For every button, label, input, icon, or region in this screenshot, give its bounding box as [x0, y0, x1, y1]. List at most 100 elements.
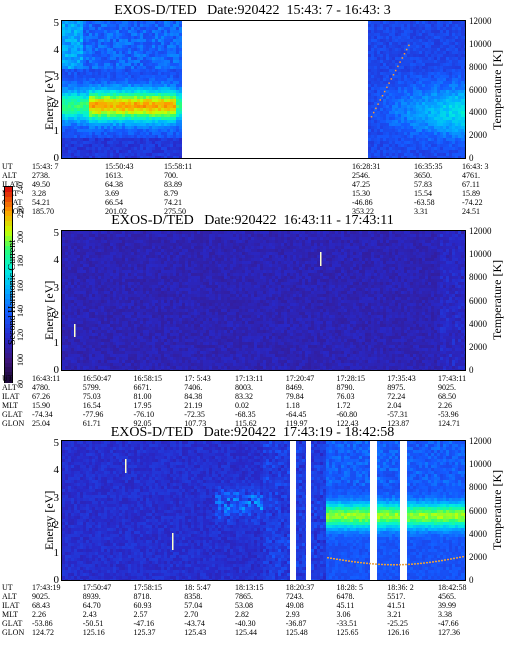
colorbar-segment [5, 230, 12, 237]
y-tick-label: 4 [53, 44, 60, 56]
temperature-point [438, 560, 440, 562]
temperature-point [435, 560, 437, 563]
temperature-point [411, 563, 413, 565]
y-tick-label: 0 [53, 152, 60, 164]
table-cell: 16:43:11 [32, 374, 61, 383]
panel-1-y2label: Temperature [K] [490, 49, 504, 130]
colorbar-segment [5, 362, 12, 369]
table-cell: 127.36 [438, 628, 460, 638]
table-cell: 79.84 [285, 392, 304, 402]
table-row-label: UT [2, 374, 13, 383]
temperature-point [379, 99, 382, 101]
table-cell: -25.25 [387, 619, 408, 629]
table-cell: 17:43:19 [32, 583, 61, 592]
panel-3-plot [61, 440, 466, 581]
table-cell: 2.57 [133, 610, 148, 620]
temperature-point [386, 86, 388, 89]
table-cell: 9025. [438, 383, 456, 393]
temperature-point [390, 564, 392, 566]
table-row-label: MLT [2, 610, 19, 620]
y2-tick-label: 4000 [469, 107, 487, 118]
temperature-point [444, 559, 446, 561]
table-cell: -74.34 [32, 410, 53, 420]
table-cell: -72.35 [184, 410, 205, 420]
temperature-point [327, 557, 329, 559]
table-cell: 72.24 [387, 392, 406, 402]
colorbar-segment [5, 338, 12, 344]
y2-tick-label: 8000 [469, 61, 487, 72]
table-cell: 6671. [133, 383, 152, 393]
temperature-point [336, 558, 338, 560]
spike-mark [74, 324, 76, 337]
temperature-point [357, 561, 359, 564]
table-row-label: GLAT [2, 619, 23, 629]
table-cell: 2.70 [184, 610, 199, 620]
table-row-label: GLON [2, 207, 25, 217]
panel-1-plot [61, 20, 466, 159]
table-cell: -64.45 [285, 410, 307, 420]
table-row-label: GLAT [2, 410, 23, 420]
table-cell: 18:13:15 [235, 583, 264, 592]
table-cell: 16:50:47 [82, 374, 112, 383]
temperature-point [456, 557, 458, 559]
table-cell: 18:28: 5 [336, 583, 363, 592]
table-cell: 17:43:11 [438, 374, 467, 383]
temperature-point [408, 563, 410, 566]
colorbar [4, 186, 13, 383]
temperature-point [396, 564, 398, 566]
panel-2-plot [61, 230, 466, 371]
colorbar-segment [5, 372, 12, 379]
table-row-label: ALT [2, 383, 17, 393]
table-cell: 7406. [184, 383, 203, 393]
data-gap [370, 441, 375, 580]
y-tick-label: 1 [53, 125, 60, 137]
table-cell: 60.93 [133, 601, 152, 611]
temperature-point [399, 563, 401, 566]
colorbar-segment [5, 274, 12, 281]
colorbar-segment [5, 187, 12, 193]
y2-tick-label: 10000 [469, 249, 492, 260]
table-cell: 125.65 [336, 628, 359, 638]
panel-2: EXOS-D/TED Date:920422 16:43:11 - 17:43:… [0, 210, 505, 429]
table-cell: 2.82 [235, 610, 249, 620]
colorbar-segment [5, 250, 12, 257]
table-cell: 17.95 [133, 401, 152, 411]
colorbar-segment [5, 318, 12, 325]
colorbar-segment [5, 255, 12, 262]
table-row-label: ALT [2, 592, 17, 602]
y-tick-label: 2 [53, 98, 60, 110]
table-cell: -43.74 [184, 619, 205, 629]
y2-tick-label: 2000 [469, 551, 487, 562]
table-cell: 17:28:15 [336, 374, 365, 383]
table-cell: 4761. [462, 171, 480, 181]
table-cell: 57.83 [414, 180, 432, 190]
y2-tick-label: 12000 [469, 226, 492, 236]
temperature-point [388, 82, 390, 84]
table-cell: 2.04 [387, 401, 402, 411]
table-cell: 8469. [285, 383, 304, 393]
table-cell: 125.44 [235, 628, 257, 638]
colorbar-segment [5, 201, 12, 208]
table-cell: 3650. [414, 171, 432, 181]
table-cell: 124.71 [438, 419, 460, 429]
temperature-point [423, 562, 425, 564]
table-cell: 8975. [387, 383, 406, 393]
temperature-point [459, 556, 461, 559]
y-tick-label: 5 [53, 17, 60, 29]
data-gap [290, 441, 295, 580]
table-row-label: MLT [2, 401, 19, 411]
table-cell: 8790. [336, 383, 355, 393]
y2-tick-label: 4000 [469, 318, 487, 329]
table-cell: 25.04 [32, 419, 50, 429]
y-tick-label: 3 [53, 491, 60, 504]
table-cell: 125.37 [133, 628, 156, 638]
temperature-point [363, 562, 365, 564]
table-cell: 125.48 [285, 628, 308, 638]
y2-tick-label: 0 [469, 575, 474, 585]
y-tick-label: 3 [53, 71, 60, 83]
table-cell: 8358. [184, 592, 203, 602]
table-cell: 15:58:11 [164, 162, 193, 171]
colorbar-segment [5, 377, 12, 383]
table-cell: 83.89 [164, 180, 182, 190]
table-cell: 123.87 [387, 419, 410, 429]
